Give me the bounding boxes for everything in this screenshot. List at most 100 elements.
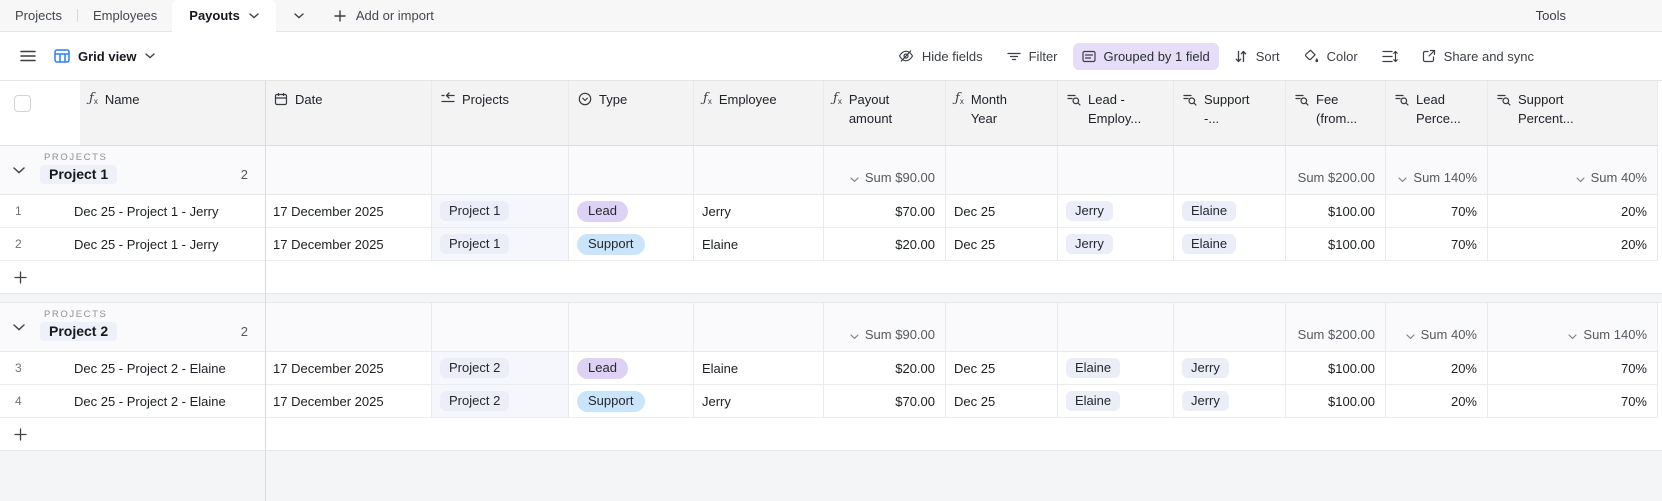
cell-fee[interactable]: $100.00 — [1286, 385, 1386, 417]
group-button[interactable]: Grouped by 1 field — [1072, 42, 1219, 70]
cell-lead-employee[interactable]: Jerry — [1058, 228, 1174, 260]
table-row[interactable]: 4 Dec 25 - Project 2 - Elaine 17 Decembe… — [0, 385, 1658, 418]
column-header-fee[interactable]: Fee (from... — [1286, 81, 1386, 145]
tab-projects[interactable]: Projects — [15, 7, 62, 23]
tab-payouts[interactable]: Payouts — [172, 0, 276, 33]
column-header-payout-amount[interactable]: ƒx Payout amount — [824, 81, 946, 145]
cell-lead-percent[interactable]: 20% — [1386, 352, 1488, 384]
select-option-pill[interactable]: Lead — [577, 357, 628, 379]
linked-record-chip[interactable]: Project 2 — [440, 358, 510, 378]
cell-support-employee[interactable]: Elaine — [1174, 195, 1286, 227]
cell-employee[interactable]: Jerry — [694, 385, 824, 417]
cell-lead-employee[interactable]: Elaine — [1058, 385, 1174, 417]
select-option-pill[interactable]: Lead — [577, 200, 628, 222]
table-row[interactable]: 3 Dec 25 - Project 2 - Elaine 17 Decembe… — [0, 352, 1658, 385]
cell-type[interactable]: Lead — [569, 195, 694, 227]
tab-employees[interactable]: Employees — [92, 7, 158, 23]
linked-record-chip[interactable]: Project 2 — [440, 391, 510, 411]
cell-fee[interactable]: $100.00 — [1286, 195, 1386, 227]
cell-employee[interactable]: Jerry — [694, 195, 824, 227]
cell-projects[interactable]: Project 2 — [432, 352, 569, 384]
cell-month-year[interactable]: Dec 25 — [946, 228, 1058, 260]
group-summary-payout[interactable]: Sum $90.00 — [824, 303, 946, 351]
group-value-chip[interactable]: Project 2 — [40, 322, 118, 341]
view-name-button[interactable]: Grid view — [54, 49, 155, 64]
cell-type[interactable]: Lead — [569, 352, 694, 384]
cell-month-year[interactable]: Dec 25 — [946, 385, 1058, 417]
add-or-import-button[interactable]: Add or import — [334, 8, 434, 23]
tools-menu[interactable]: Tools — [1535, 8, 1566, 23]
filter-button[interactable]: Filter — [998, 43, 1067, 70]
cell-month-year[interactable]: Dec 25 — [946, 352, 1058, 384]
cell-lead-employee[interactable]: Jerry — [1058, 195, 1174, 227]
column-header-support-percent[interactable]: Support Percent... — [1488, 81, 1658, 145]
cell-payout-amount[interactable]: $20.00 — [824, 228, 946, 260]
select-option-pill[interactable]: Support — [577, 390, 645, 412]
cell-type[interactable]: Support — [569, 385, 694, 417]
linked-record-chip[interactable]: Project 1 — [440, 234, 510, 254]
sort-button[interactable]: Sort — [1225, 43, 1289, 70]
cell-name[interactable]: Dec 25 - Project 2 - Elaine — [74, 360, 226, 376]
column-header-lead-employee[interactable]: Lead - Employ... — [1058, 81, 1174, 145]
cell-support-employee[interactable]: Jerry — [1174, 352, 1286, 384]
cell-lead-employee[interactable]: Elaine — [1058, 352, 1174, 384]
share-and-sync-button[interactable]: Share and sync — [1413, 43, 1543, 70]
group-summary-lead-percent[interactable]: Sum 140% — [1386, 146, 1488, 194]
cell-support-percent[interactable]: 70% — [1488, 352, 1658, 384]
color-button[interactable]: Color — [1295, 43, 1367, 70]
cell-support-percent[interactable]: 20% — [1488, 195, 1658, 227]
cell-name[interactable]: Dec 25 - Project 1 - Jerry — [74, 203, 219, 219]
column-header-lead-percent[interactable]: Lead Perce... — [1386, 81, 1488, 145]
hide-fields-button[interactable]: Hide fields — [889, 43, 992, 70]
row-height-button[interactable] — [1373, 44, 1407, 69]
cell-payout-amount[interactable]: $20.00 — [824, 352, 946, 384]
cell-lead-percent[interactable]: 70% — [1386, 195, 1488, 227]
column-header-name[interactable]: ƒx Name — [80, 81, 265, 145]
cell-date[interactable]: 17 December 2025 — [265, 352, 432, 384]
cell-support-percent[interactable]: 20% — [1488, 228, 1658, 260]
cell-employee[interactable]: Elaine — [694, 228, 824, 260]
cell-month-year[interactable]: Dec 25 — [946, 195, 1058, 227]
column-header-month-year[interactable]: ƒx Month Year — [946, 81, 1058, 145]
cell-date[interactable]: 17 December 2025 — [265, 195, 432, 227]
table-row[interactable]: 1 Dec 25 - Project 1 - Jerry 17 December… — [0, 195, 1658, 228]
group-summary-payout[interactable]: Sum $90.00 — [824, 146, 946, 194]
group-value-chip[interactable]: Project 1 — [40, 165, 118, 184]
column-header-employee[interactable]: ƒx Employee — [694, 81, 824, 145]
group-summary-fee[interactable]: Sum $200.00 — [1286, 303, 1386, 351]
cell-name[interactable]: Dec 25 - Project 1 - Jerry — [74, 236, 219, 252]
column-header-projects[interactable]: Projects — [432, 81, 569, 145]
cell-projects[interactable]: Project 1 — [432, 228, 569, 260]
table-list-chevron-button[interactable] — [286, 12, 312, 19]
cell-support-percent[interactable]: 70% — [1488, 385, 1658, 417]
table-row[interactable]: 2 Dec 25 - Project 1 - Jerry 17 December… — [0, 228, 1658, 261]
add-row-button[interactable] — [0, 261, 1662, 294]
cell-date[interactable]: 17 December 2025 — [265, 228, 432, 260]
cell-support-employee[interactable]: Jerry — [1174, 385, 1286, 417]
cell-payout-amount[interactable]: $70.00 — [824, 385, 946, 417]
cell-fee[interactable]: $100.00 — [1286, 228, 1386, 260]
cell-date[interactable]: 17 December 2025 — [265, 385, 432, 417]
group-summary-support-percent[interactable]: Sum 40% — [1488, 146, 1658, 194]
group-collapse-chevron[interactable] — [13, 167, 25, 174]
column-header-type[interactable]: Type — [569, 81, 694, 145]
group-collapse-chevron[interactable] — [13, 324, 25, 331]
column-header-date[interactable]: Date — [265, 81, 432, 145]
add-row-button[interactable] — [0, 418, 1662, 451]
cell-payout-amount[interactable]: $70.00 — [824, 195, 946, 227]
group-summary-lead-percent[interactable]: Sum 40% — [1386, 303, 1488, 351]
column-header-support-employee[interactable]: Support -... — [1174, 81, 1286, 145]
cell-name[interactable]: Dec 25 - Project 2 - Elaine — [74, 393, 226, 409]
cell-employee[interactable]: Elaine — [694, 352, 824, 384]
select-option-pill[interactable]: Support — [577, 233, 645, 255]
group-summary-fee[interactable]: Sum $200.00 — [1286, 146, 1386, 194]
view-sidebar-toggle-button[interactable] — [16, 46, 40, 66]
cell-lead-percent[interactable]: 20% — [1386, 385, 1488, 417]
cell-projects[interactable]: Project 1 — [432, 195, 569, 227]
cell-type[interactable]: Support — [569, 228, 694, 260]
select-all-checkbox[interactable] — [14, 95, 31, 112]
linked-record-chip[interactable]: Project 1 — [440, 201, 510, 221]
cell-support-employee[interactable]: Elaine — [1174, 228, 1286, 260]
group-summary-support-percent[interactable]: Sum 140% — [1488, 303, 1658, 351]
cell-lead-percent[interactable]: 70% — [1386, 228, 1488, 260]
